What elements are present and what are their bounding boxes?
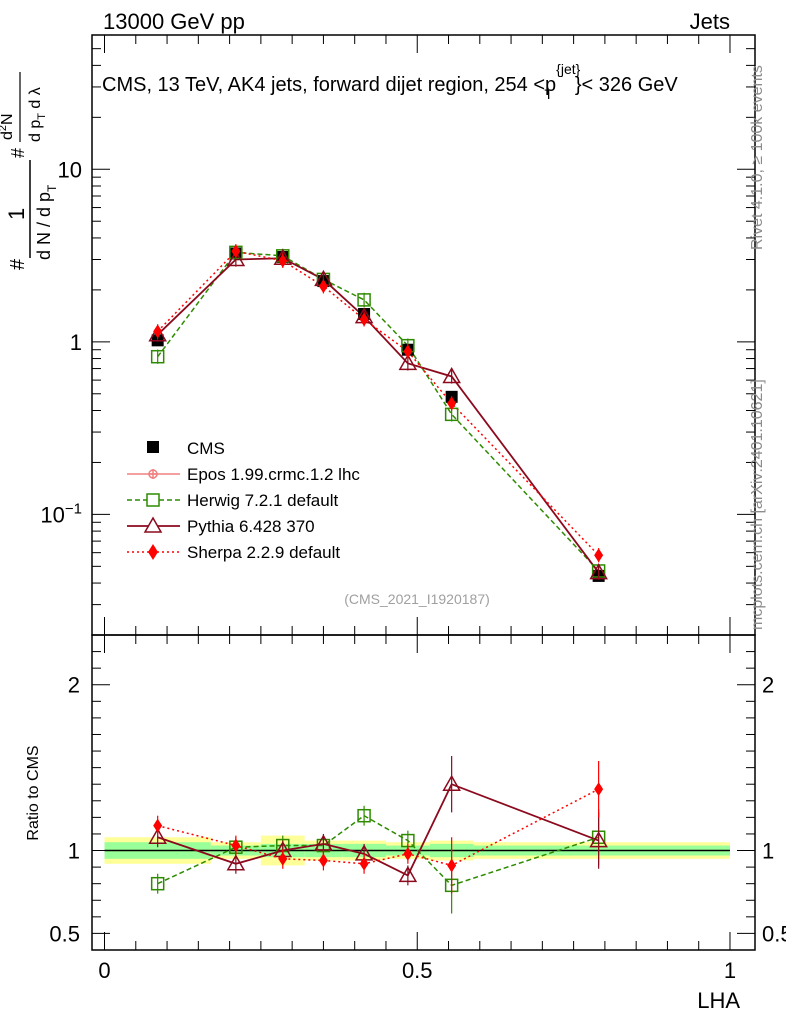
main-point-herwig xyxy=(357,293,371,307)
svg-text:d pT d λ: d pT d λ xyxy=(27,87,48,142)
main-point-sherpa xyxy=(447,396,457,411)
ratio-point-pythia xyxy=(398,865,418,883)
ratio-y-tick-label: 1 xyxy=(68,839,80,864)
legend-label-epos: Epos 1.99.crmc.1.2 lhc xyxy=(187,465,360,484)
legend: CMS Epos 1.99.crmc.1.2 lhc Herwig 7.2.1 … xyxy=(127,439,360,562)
main-point-pythia xyxy=(398,353,418,371)
ratio-point-sherpa xyxy=(403,846,413,861)
ratio-line-sherpa xyxy=(157,788,599,867)
main-line-sherpa xyxy=(157,250,600,556)
svg-text:#: # xyxy=(7,258,29,270)
main-point-pythia xyxy=(226,249,246,267)
plot-title: CMS, 13 TeV, AK4 jets, forward dijet reg… xyxy=(102,61,678,102)
legend-marker-cms xyxy=(147,441,159,453)
ratio-y-tick-label-right: 0.5 xyxy=(762,921,786,946)
ratio-point-pythia xyxy=(226,854,246,871)
ratio-point-sherpa xyxy=(231,838,241,853)
main-point-pythia xyxy=(589,563,608,580)
ratio-y-tick-label-right: 1 xyxy=(762,839,774,864)
svg-text:#: # xyxy=(8,148,28,158)
x-tick-label: 1 xyxy=(724,958,736,983)
legend-label-cms: CMS xyxy=(187,439,225,458)
ratio-panel-grid xyxy=(92,635,755,950)
ratio-point-sherpa xyxy=(447,858,457,873)
plot-title-sub: T xyxy=(544,86,553,102)
main-y-tick-label: 10−1 xyxy=(40,500,82,527)
axis-tick-labels: 10−1 1 10 0 0.5 1 0.5 0.5 1 1 2 2 xyxy=(40,157,786,983)
ratio-point-pythia xyxy=(589,831,608,848)
ratio-series-layer xyxy=(148,756,608,914)
ratio-y-tick-label: 0.5 xyxy=(49,921,80,946)
legend-label-pythia: Pythia 6.428 370 xyxy=(187,517,315,536)
main-point-pythia xyxy=(442,366,461,384)
main-point-sherpa xyxy=(594,548,604,563)
ratio-point-herwig xyxy=(150,876,165,891)
ratio-y-label: Ratio to CMS xyxy=(25,745,42,840)
ratio-point-sherpa xyxy=(359,856,369,871)
main-point-pythia xyxy=(148,325,167,342)
ratio-point-sherpa xyxy=(278,851,288,866)
main-point-sherpa xyxy=(278,253,288,268)
svg-text:1: 1 xyxy=(4,208,29,220)
ratio-point-herwig xyxy=(357,808,371,823)
main-point-herwig xyxy=(150,349,165,364)
header-category: Jets xyxy=(690,9,730,34)
ratio-point-pythia xyxy=(148,827,167,845)
x-axis-label: LHA xyxy=(697,988,740,1013)
main-y-tick-label: 1 xyxy=(70,330,82,355)
main-panel-grid xyxy=(92,34,755,636)
legend-marker-pythia xyxy=(143,516,163,533)
x-tick-label: 0.5 xyxy=(402,958,433,983)
ratio-point-pythia xyxy=(442,774,461,791)
ratio-y-tick-label-right: 2 xyxy=(762,673,774,698)
main-point-sherpa xyxy=(318,279,328,294)
ratio-point-pythia xyxy=(314,834,333,851)
rivet-version-label: Rivet 4.1.0, ≥ 100k events xyxy=(749,65,766,250)
ratio-point-sherpa xyxy=(318,853,328,868)
ratio-y-tick-label: 2 xyxy=(68,673,80,698)
plot-title-prefix: CMS, 13 TeV, AK4 jets, forward dijet reg… xyxy=(102,74,556,96)
x-tick-label: 0 xyxy=(98,958,110,983)
main-series-layer xyxy=(148,244,608,582)
svg-text:d2N: d2N xyxy=(0,113,16,140)
y-axis-label: # 1 d N / d pT # d2N d pT d λ xyxy=(0,72,59,270)
main-point-sherpa xyxy=(231,244,241,259)
main-line-pythia xyxy=(157,257,600,574)
plot-title-suffix: }< 326 GeV xyxy=(575,74,679,96)
main-point-sherpa xyxy=(153,324,163,339)
legend-label-herwig: Herwig 7.2.1 default xyxy=(187,491,338,510)
plot-title-sup: {jet} xyxy=(556,61,580,77)
legend-label-sherpa: Sherpa 2.2.9 default xyxy=(187,543,340,562)
ratio-panel-frame xyxy=(91,634,756,951)
main-point-sherpa xyxy=(403,344,413,359)
legend-marker-sherpa xyxy=(148,544,158,560)
analysis-id-label: (CMS_2021_I1920187) xyxy=(344,591,490,607)
svg-text:d N / d pT: d N / d pT xyxy=(34,184,59,260)
ratio-point-sherpa xyxy=(153,818,163,833)
legend-marker-herwig xyxy=(146,493,160,507)
mcplots-credit-label: mcplots.cern.ch [arXiv:2401.10621] xyxy=(749,379,766,630)
header-process: 13000 GeV pp xyxy=(103,9,245,34)
legend-marker-epos xyxy=(148,469,158,479)
main-y-tick-label: 10 xyxy=(58,157,82,182)
main-line-herwig xyxy=(157,251,600,572)
ratio-point-sherpa xyxy=(594,782,604,797)
main-point-sherpa xyxy=(359,312,369,327)
ratio-line-pythia xyxy=(157,783,599,877)
